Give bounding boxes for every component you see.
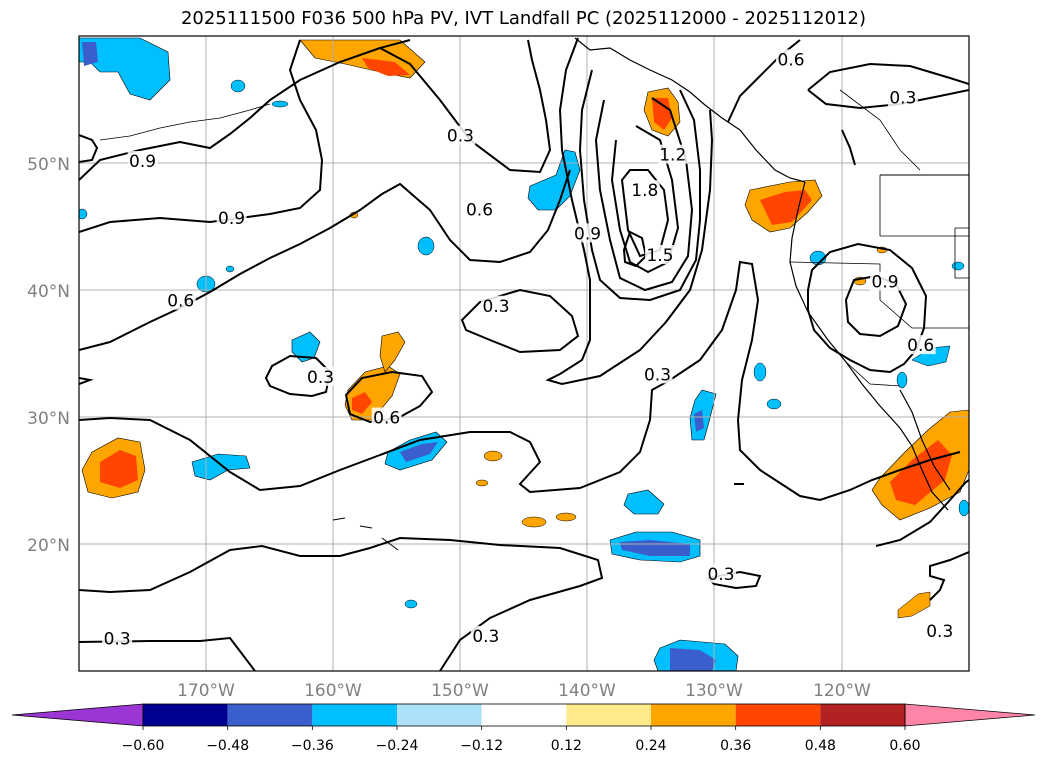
contour-label: 1.5 — [647, 246, 674, 266]
contour-label-bg — [706, 563, 737, 583]
contour-label: 0.3 — [447, 127, 474, 147]
colorbar-tick-label: −0.12 — [460, 738, 503, 754]
lon-label-150w: 150°W — [431, 681, 489, 701]
lat-label-40: 40°N — [27, 282, 70, 302]
positive-anomaly-ne-pacific — [299, 39, 426, 79]
colorbar-segment — [227, 704, 313, 726]
latitude-labels: 20°N 30°N 40°N 50°N — [27, 155, 70, 556]
map-title: 2025111500 F036 500 hPa PV, IVT Landfall… — [180, 8, 867, 29]
colorbar-tick-label: −0.60 — [122, 738, 165, 754]
lon-label-120w: 120°W — [813, 681, 871, 701]
contour-label: 0.3 — [483, 297, 510, 317]
gridlines — [79, 36, 969, 671]
lon-label-140w: 140°W — [558, 681, 616, 701]
colorbar-extend-low — [11, 703, 144, 727]
colorbar-segment — [143, 704, 228, 726]
colorbar-segment — [566, 704, 651, 726]
contour-label: 0.3 — [926, 622, 953, 642]
contour-label-bg — [776, 49, 806, 69]
positive-anomaly-pnw — [744, 179, 823, 233]
contour-label: 0.3 — [472, 627, 499, 647]
contour-label-bg — [870, 271, 901, 291]
contour-label: 0.3 — [889, 89, 916, 109]
positive-anomaly-gulf-alaska — [643, 87, 681, 137]
contour-label-bg — [470, 625, 501, 645]
anomaly-shading — [79, 37, 969, 671]
colorbar-segment — [735, 704, 821, 726]
colorbar-segment — [312, 704, 397, 726]
contour-label-bg — [216, 208, 247, 228]
contour-label: 0.3 — [104, 630, 131, 650]
contour-label-bg — [127, 151, 158, 170]
longitude-labels: 170°W 160°W 150°W 140°W 130°W 120°W — [177, 681, 871, 701]
contour-label-bg — [924, 620, 955, 640]
contour-label-bg — [102, 628, 133, 648]
contour-label: 0.9 — [872, 273, 899, 293]
contour-label: 0.6 — [167, 292, 194, 312]
colorbar-extend-high — [904, 703, 1036, 727]
contour-label: 0.3 — [708, 565, 735, 585]
colorbar: −0.60 −0.48 −0.36 −0.24 −0.12 0.12 0.24 0.36 0.4… — [11, 703, 1036, 754]
contour-label: 0.3 — [644, 365, 671, 385]
colorbar-segment — [651, 704, 736, 726]
contour-label: 0.6 — [777, 50, 804, 70]
positive-anomaly-hawaii-north — [344, 331, 406, 421]
lon-label-170w: 170°W — [177, 681, 235, 701]
contour-label: 1.8 — [631, 181, 658, 201]
colorbar-tick-label: −0.48 — [206, 738, 249, 754]
lat-label-20: 20°N — [27, 536, 70, 556]
lat-label-50: 50°N — [27, 155, 70, 175]
contour-label-bg — [905, 335, 936, 355]
colorbar-tick-label: 0.48 — [805, 738, 836, 754]
negative-anomaly-central — [191, 236, 448, 609]
contour-label: 0.3 — [307, 368, 334, 388]
lon-label-130w: 130°W — [685, 681, 743, 701]
contour-label: 0.6 — [466, 200, 493, 220]
coastlines — [99, 37, 969, 551]
negative-anomaly-east — [527, 149, 969, 671]
contour-label-bg — [629, 180, 660, 200]
colorbar-tick-label: 0.36 — [720, 738, 751, 754]
colorbar-tick-label: 0.60 — [889, 738, 920, 754]
colorbar-outline — [142, 703, 906, 727]
contour-label-bg — [464, 199, 495, 219]
negative-anomaly-nw — [79, 37, 289, 293]
contour-label: 0.9 — [574, 224, 601, 244]
contour-label-bg — [371, 407, 402, 427]
contour-label: 0.6 — [907, 336, 934, 356]
colorbar-tick-label: 0.24 — [635, 738, 666, 754]
colorbar-segment — [397, 704, 482, 726]
colorbar-segments — [11, 703, 1036, 727]
map-frame — [78, 35, 970, 672]
contour-label: 0.9 — [218, 209, 245, 229]
colorbar-segment — [820, 704, 905, 726]
contour-label-bg — [305, 366, 336, 386]
contour-label-bg — [642, 364, 673, 384]
colorbar-segment — [481, 704, 567, 726]
contour-label-bg — [572, 223, 603, 243]
contour-label: 0.9 — [129, 152, 156, 172]
contour-label-bg — [165, 290, 196, 310]
lat-label-30: 30°N — [27, 409, 70, 429]
contour-label-bg — [887, 87, 918, 107]
colorbar-tick-label: −0.36 — [291, 738, 334, 754]
contour-label-bg — [645, 244, 676, 264]
colorbar-tick-label: −0.24 — [376, 738, 419, 754]
contour-label-bg — [657, 144, 688, 164]
contour-label-bg — [481, 295, 512, 315]
contour-label-bg — [445, 125, 476, 145]
colorbar-labels: −0.60 −0.48 −0.36 −0.24 −0.12 0.12 0.24 0.36 0.4… — [122, 726, 921, 754]
colorbar-tick-label: 0.12 — [551, 738, 582, 754]
lon-label-160w: 160°W — [304, 681, 362, 701]
contour-label: 0.6 — [373, 409, 400, 429]
positive-anomaly-west — [81, 437, 146, 499]
contour-label: 1.2 — [659, 146, 686, 166]
pv-contours — [79, 37, 969, 671]
contour-labels: 0.3 0.6 0.9 0.9 0.6 0.3 0.3 0.6 0.9 1.8 1.5 1.2 0.3 0… — [102, 49, 955, 650]
